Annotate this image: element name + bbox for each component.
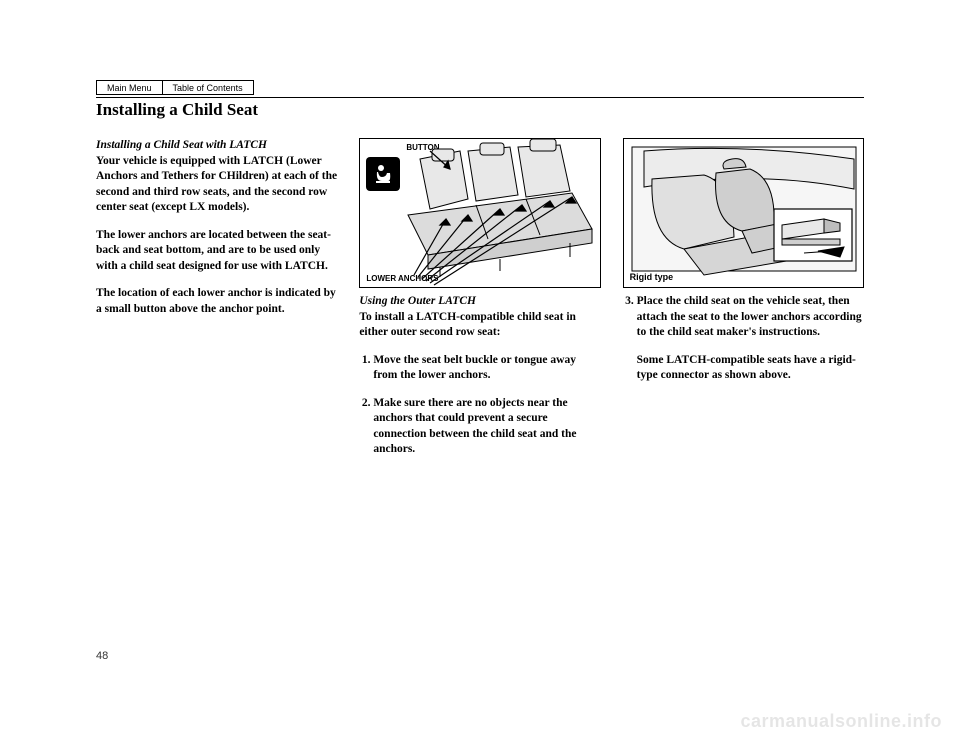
- column-1: Installing a Child Seat with LATCH Your …: [96, 138, 337, 470]
- divider: [96, 97, 864, 98]
- col1-p2: The lower anchors are located between th…: [96, 228, 337, 275]
- page-number: 48: [96, 650, 108, 662]
- figure-rigid-type: Rigid type: [623, 138, 864, 288]
- steps-list-2: Place the child seat on the vehicle seat…: [623, 294, 864, 384]
- manual-page: Main Menu Table of Contents Installing a…: [96, 80, 864, 662]
- column-3: Rigid type: [623, 138, 864, 470]
- step-2: Make sure there are no objects near the …: [373, 396, 600, 458]
- col1-p1: Your vehicle is equipped with LATCH (Low…: [96, 155, 337, 214]
- steps-list-1: Move the seat belt buckle or tongue away…: [359, 353, 600, 458]
- step-3-text: Place the child seat on the vehicle seat…: [637, 295, 862, 338]
- toc-button[interactable]: Table of Contents: [163, 80, 254, 95]
- col2-subhead: Using the Outer LATCH: [359, 295, 476, 307]
- page-title: Installing a Child Seat: [96, 100, 864, 120]
- step-3: Place the child seat on the vehicle seat…: [637, 294, 864, 384]
- figure-anchors: BUTTON LOWER ANCHORS: [359, 138, 600, 288]
- col1-p3: The location of each lower anchor is ind…: [96, 286, 337, 317]
- nav-row: Main Menu Table of Contents: [96, 80, 864, 95]
- step-2-text: Make sure there are no objects near the …: [373, 397, 576, 456]
- content-columns: Installing a Child Seat with LATCH Your …: [96, 138, 864, 470]
- step-1-text: Move the seat belt buckle or tongue away…: [373, 354, 576, 382]
- column-2: BUTTON LOWER ANCHORS: [359, 138, 600, 470]
- step-1: Move the seat belt buckle or tongue away…: [373, 353, 600, 384]
- main-menu-button[interactable]: Main Menu: [96, 80, 163, 95]
- step-3b-text: Some LATCH-compatible seats have a rigid…: [637, 353, 864, 384]
- col2-lead: To install a LATCH-compatible child seat…: [359, 311, 576, 339]
- col1-subhead: Installing a Child Seat with LATCH: [96, 139, 267, 151]
- bench-seat-illustration: [360, 139, 600, 288]
- rigid-type-illustration: [624, 139, 864, 288]
- watermark: carmanualsonline.info: [740, 711, 942, 732]
